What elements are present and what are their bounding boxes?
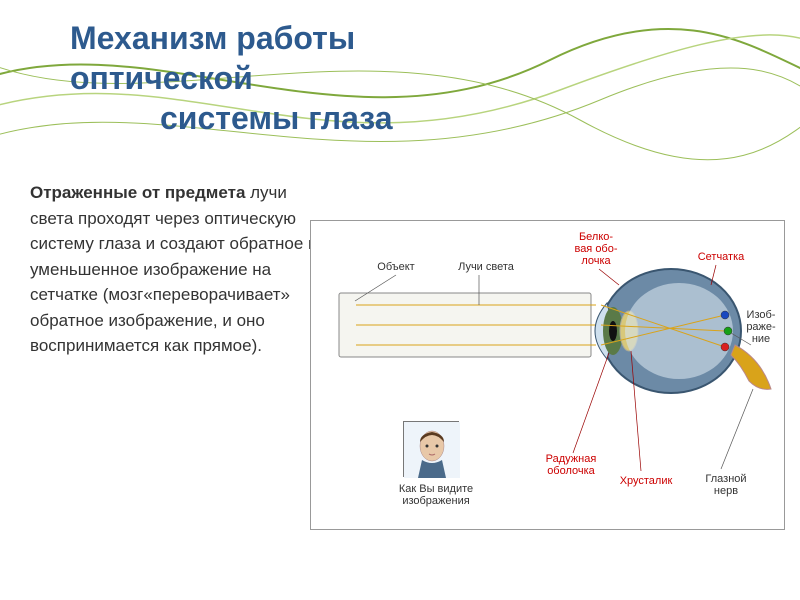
page-title: Механизм работы оптической системы глаза (70, 18, 393, 138)
label-howsee: Как Вы видите изображения (391, 483, 481, 507)
body-lead: Отраженные от предмета (30, 183, 245, 202)
title-line-2: оптической (70, 58, 393, 98)
title-line-3: системы глаза (70, 98, 393, 138)
label-lens: Хрусталик (611, 475, 681, 487)
face-thumbnail (403, 421, 459, 477)
label-iris: Радужная оболочка (536, 453, 606, 477)
eye-diagram: Объект Лучи света Белко- вая обо- лочка … (310, 220, 785, 530)
label-nerve: Глазной нерв (696, 473, 756, 497)
title-line-1: Механизм работы (70, 18, 393, 58)
body-rest: лучи света проходят через оптическую сис… (30, 183, 318, 355)
body-text: Отраженные от предмета лучи света проход… (30, 180, 320, 359)
